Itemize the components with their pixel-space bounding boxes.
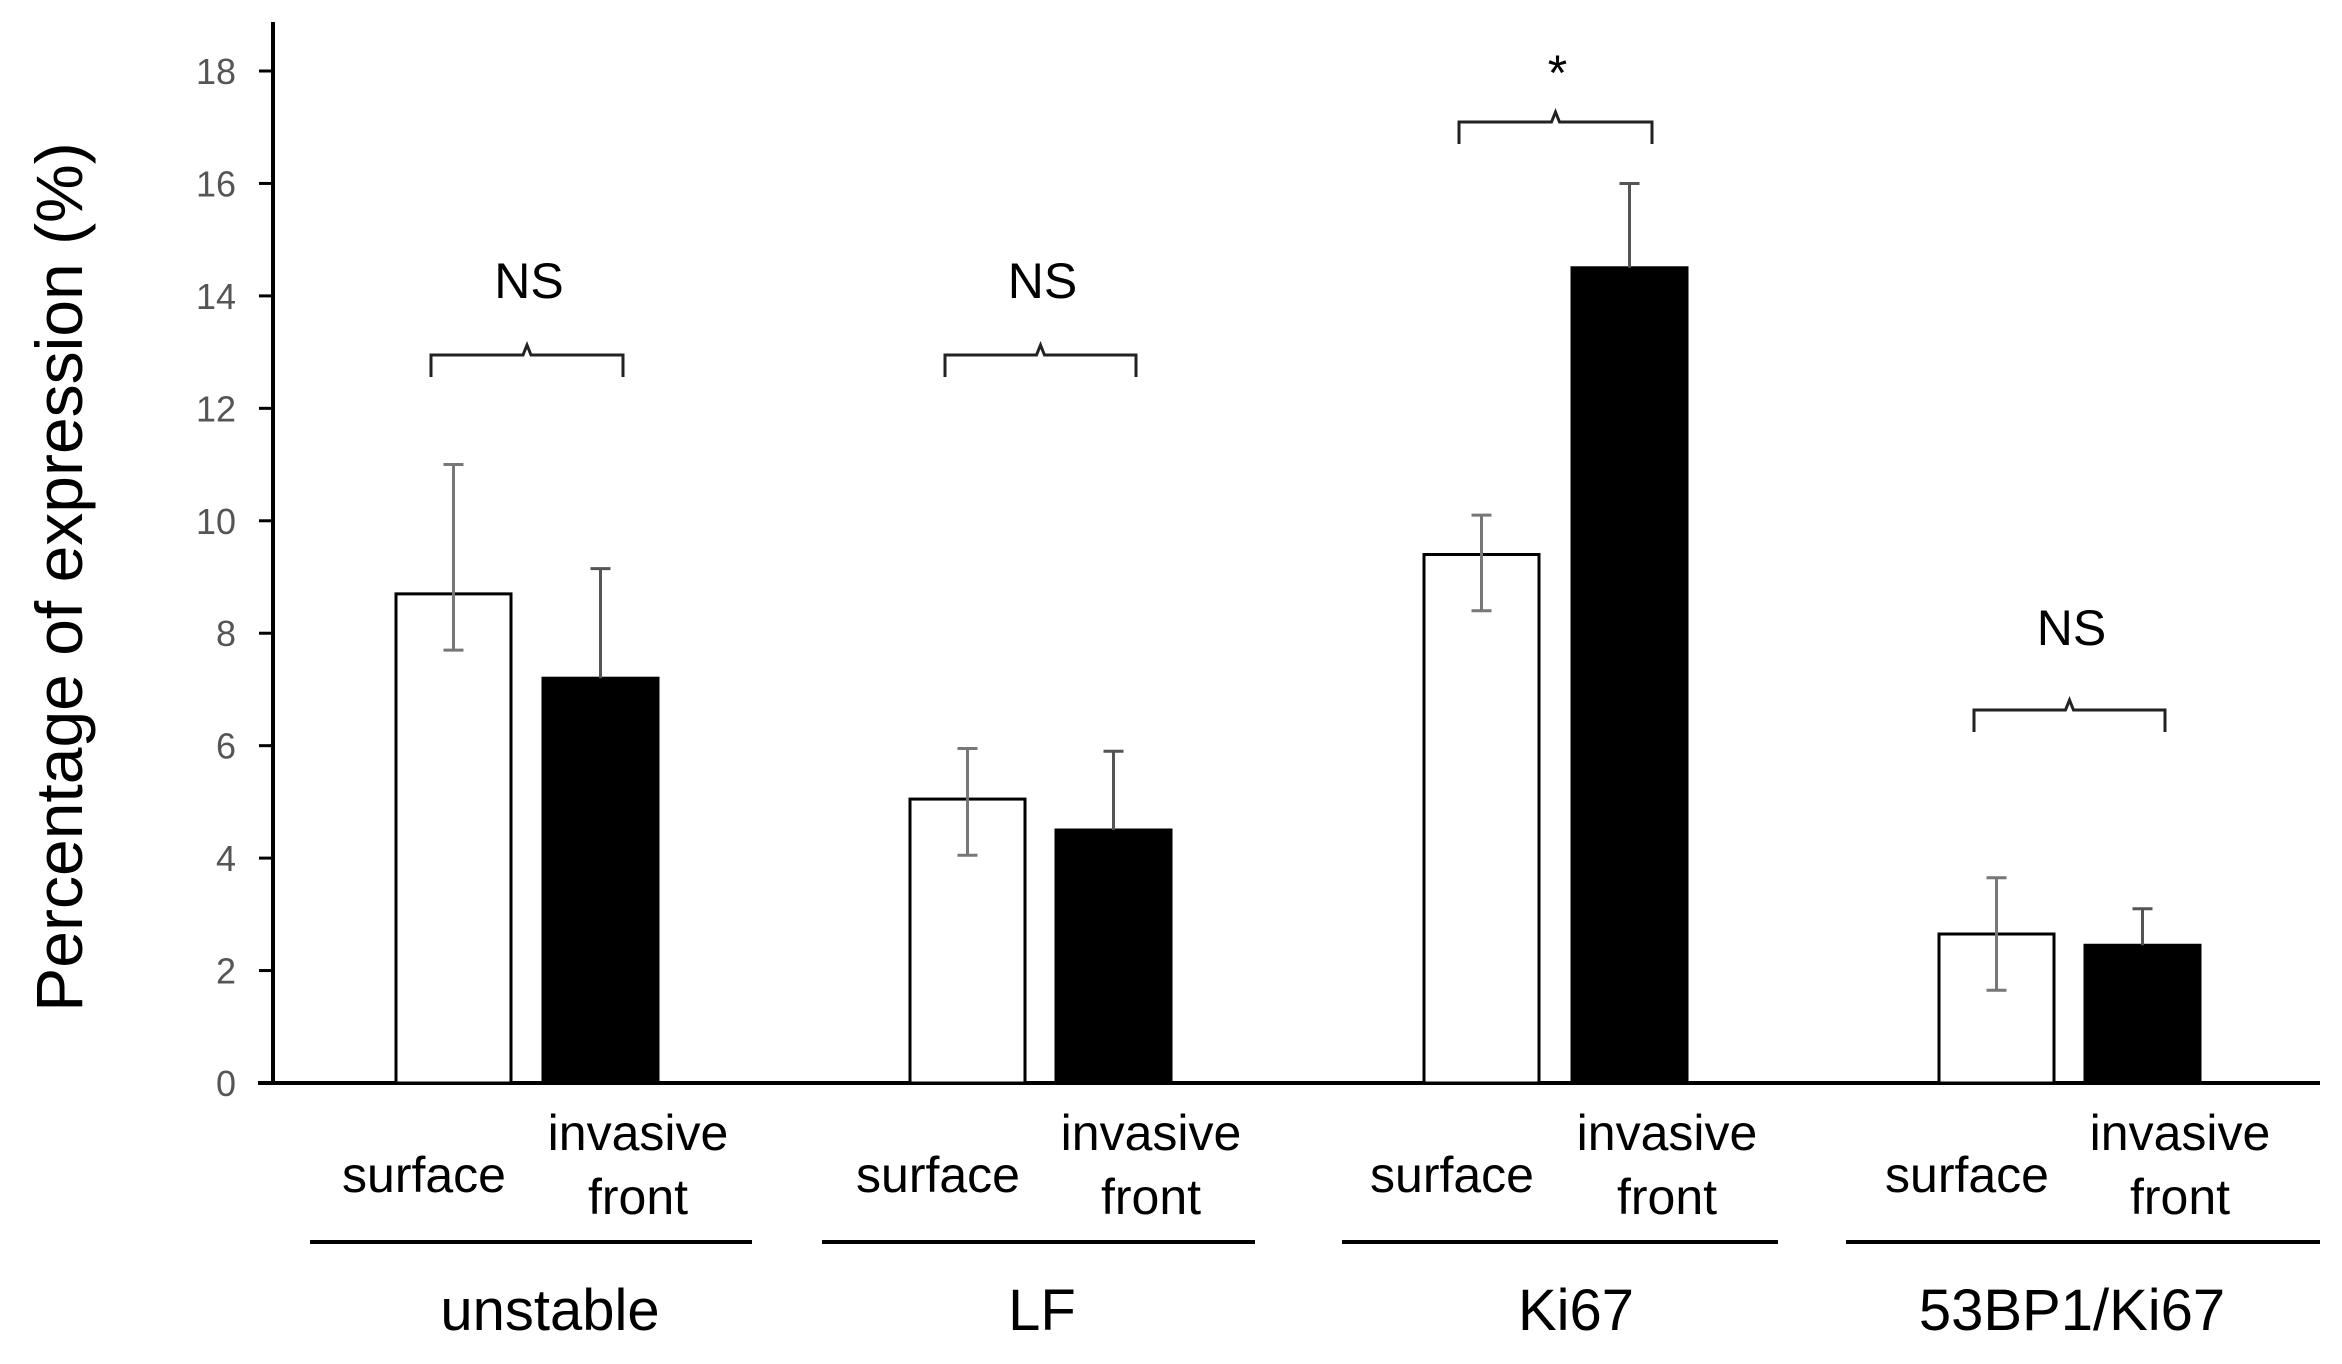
y-tick-label: 8 [216, 613, 236, 654]
significance-label: NS [2037, 600, 2106, 656]
group-label: LF [1008, 1278, 1076, 1343]
y-tick-label: 6 [216, 726, 236, 767]
bar-lf-surface [908, 797, 1027, 1085]
significance-label: NS [1008, 253, 1077, 309]
bar-ki67-invasive-front [1570, 266, 1689, 1085]
bars [394, 181, 2202, 1085]
category-label-invasive: invasive [1061, 1105, 1242, 1161]
significance-bracket [1972, 695, 2167, 732]
bar-unstable-invasive-front [541, 676, 660, 1085]
significance-label: * [1548, 45, 1567, 101]
group-label: Ki67 [1518, 1278, 1634, 1343]
significance-bracket [943, 340, 1138, 377]
group-label: 53BP1/Ki67 [1919, 1278, 2225, 1343]
y-tick-label: 10 [196, 501, 236, 542]
y-tick-label: 12 [196, 388, 236, 429]
category-label-front: front [2130, 1169, 2230, 1225]
bar-unstable-surface [394, 592, 513, 1085]
significance-label: NS [494, 253, 563, 309]
category-label-invasive: invasive [2090, 1105, 2271, 1161]
y-tick-label: 16 [196, 163, 236, 204]
category-label-surface: surface [1885, 1147, 2049, 1203]
group-label: unstable [440, 1278, 659, 1343]
category-label-front: front [1101, 1169, 1201, 1225]
significance-bracket [1457, 107, 1654, 144]
category-label-front: front [1617, 1169, 1717, 1225]
category-label-invasive: invasive [548, 1105, 729, 1161]
category-label-invasive: invasive [1577, 1105, 1758, 1161]
category-label-front: front [588, 1169, 688, 1225]
y-tick-label: 0 [216, 1063, 236, 1104]
category-label-surface: surface [856, 1147, 1020, 1203]
bar-ki67-surface [1422, 553, 1541, 1085]
category-label-surface: surface [342, 1147, 506, 1203]
category-label-surface: surface [1370, 1147, 1534, 1203]
bar-lf-invasive-front [1054, 828, 1173, 1085]
labels: Percentage of expression (%) NS surface inv… [22, 45, 2320, 1343]
bar-53bp1-ki67-invasive-front [2083, 943, 2202, 1085]
y-tick-label: 14 [196, 276, 236, 317]
significance-bracket [429, 340, 625, 377]
y-tick-label: 18 [196, 51, 236, 92]
y-axis-title: Percentage of expression (%) [22, 142, 96, 1011]
y-tick-label: 2 [216, 951, 236, 992]
y-tick-label: 4 [216, 838, 236, 879]
